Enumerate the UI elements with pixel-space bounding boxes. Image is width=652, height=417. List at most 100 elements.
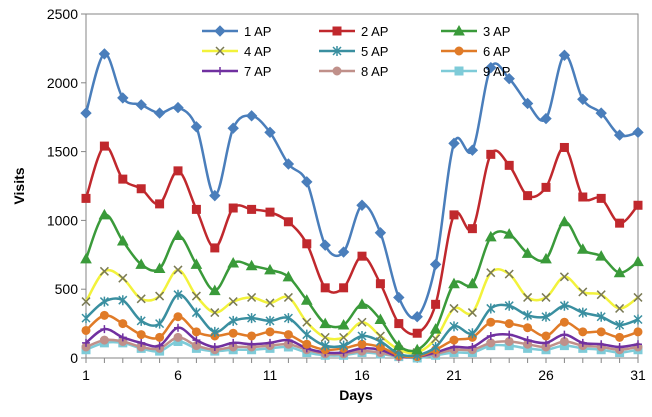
data-point (541, 182, 551, 192)
data-point (320, 283, 330, 293)
data-point (486, 317, 496, 327)
legend-label: 4 AP (244, 44, 271, 59)
data-point (632, 126, 644, 139)
data-point (339, 283, 349, 293)
data-point (265, 207, 275, 217)
data-point (504, 160, 514, 170)
data-point (449, 303, 459, 313)
x-tick-label: 6 (174, 367, 182, 383)
y-tick-label: 1500 (47, 144, 78, 160)
legend-label: 7 AP (244, 64, 271, 79)
legend-swatch-marker (453, 24, 465, 36)
data-point (431, 334, 441, 344)
data-point (449, 321, 459, 332)
data-point (504, 269, 514, 279)
data-point (374, 313, 387, 324)
y-tick-label: 2500 (47, 6, 78, 22)
data-point (448, 137, 460, 150)
series-2 (81, 141, 643, 338)
data-point (228, 328, 238, 338)
data-point (137, 338, 146, 347)
data-point (504, 300, 514, 311)
legend-label: 9 AP (483, 64, 510, 79)
data-point (100, 325, 109, 334)
data-point (227, 257, 240, 268)
data-point (228, 315, 238, 326)
x-tick-label: 21 (446, 367, 462, 383)
data-point (431, 341, 441, 352)
legend-item: 1 AP (202, 24, 271, 39)
data-point (540, 112, 552, 125)
data-point (411, 311, 423, 323)
data-point (523, 191, 533, 201)
data-point (559, 336, 569, 346)
legend-swatch-marker (214, 25, 226, 37)
data-point (264, 126, 276, 139)
series-6 (81, 310, 643, 362)
data-point (81, 325, 91, 335)
data-point (190, 258, 203, 269)
data-point (576, 243, 589, 254)
data-point (155, 341, 164, 350)
data-point (559, 142, 569, 152)
data-point (339, 340, 349, 351)
data-point (523, 310, 533, 321)
data-point (265, 315, 275, 326)
data-point (634, 340, 642, 349)
data-point (560, 330, 569, 339)
data-point (484, 230, 497, 242)
x-tick-label: 26 (538, 367, 554, 383)
data-point (173, 289, 183, 300)
data-point (247, 292, 257, 302)
data-point (559, 317, 569, 327)
data-point (541, 331, 551, 341)
legend-swatch-marker (332, 66, 342, 76)
data-point (429, 258, 442, 271)
data-point (283, 313, 293, 324)
data-point (523, 336, 532, 345)
data-point (486, 149, 496, 159)
data-point (191, 291, 201, 301)
data-point (118, 333, 127, 342)
data-point (283, 292, 293, 302)
data-point (118, 295, 128, 306)
data-point (393, 291, 405, 304)
data-point (595, 107, 607, 119)
data-point (578, 307, 588, 318)
data-point (504, 319, 514, 329)
data-point (466, 144, 479, 156)
data-point (503, 72, 515, 85)
data-point (503, 228, 516, 239)
data-point (118, 174, 128, 184)
data-point (486, 331, 495, 340)
data-point (99, 266, 109, 276)
data-point (356, 298, 368, 309)
data-point (265, 327, 275, 337)
data-point (81, 193, 91, 203)
data-point (337, 246, 350, 258)
data-point (247, 313, 257, 324)
data-point (155, 332, 165, 342)
data-point (449, 210, 459, 220)
data-point (505, 330, 514, 339)
data-point (155, 318, 165, 329)
data-point (245, 110, 258, 122)
data-point (374, 227, 387, 239)
data-point (80, 252, 92, 264)
legend-label: 3 AP (483, 24, 510, 39)
data-point (173, 312, 183, 322)
data-point (191, 204, 201, 214)
y-tick-label: 0 (70, 350, 78, 366)
data-point (521, 247, 534, 258)
data-point (319, 317, 332, 329)
legend-label: 8 AP (361, 64, 388, 79)
data-point (245, 259, 258, 271)
data-point (595, 250, 608, 261)
y-tick-label: 1000 (47, 212, 78, 228)
legend-swatch-marker (332, 26, 342, 36)
data-point (597, 340, 606, 349)
legend-label: 5 AP (361, 44, 388, 59)
data-point (357, 330, 367, 341)
data-point (578, 327, 588, 337)
